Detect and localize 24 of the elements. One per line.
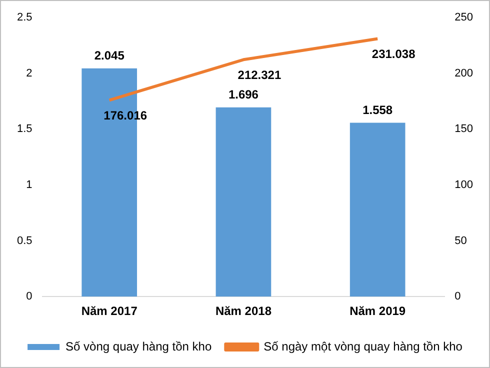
y2-tick-label: 0 (454, 290, 461, 303)
y-tick-label: 1 (26, 179, 32, 192)
y2-tick-label: 150 (454, 123, 474, 136)
legend-label: Số ngày một vòng quay hàng tồn kho (264, 339, 463, 354)
data-label: 1.696 (228, 88, 259, 102)
x-tick-label: Năm 2018 (215, 304, 272, 318)
y-tick-label: 0.5 (16, 234, 32, 247)
bar (350, 122, 406, 297)
y-tick-label: 2.5 (16, 12, 32, 24)
x-tick-label: Năm 2019 (350, 304, 406, 318)
data-label: 231.038 (372, 47, 416, 62)
y2-tick-label: 100 (454, 179, 474, 192)
data-label: 1.558 (362, 103, 393, 118)
data-label: 2.045 (94, 48, 125, 63)
y-tick-label: 0 (26, 290, 32, 303)
y-tick-label: 2 (26, 67, 32, 80)
y2-tick-label: 50 (454, 234, 467, 247)
bar (216, 107, 272, 297)
legend-label: Số vòng quay hàng tồn kho (66, 339, 212, 354)
y-tick-label: 1.5 (16, 123, 32, 136)
y2-tick-label: 250 (454, 12, 474, 24)
y2-tick-label: 200 (454, 67, 474, 80)
x-tick-label: Năm 2017 (81, 304, 138, 318)
data-label: 212.321 (238, 68, 282, 82)
